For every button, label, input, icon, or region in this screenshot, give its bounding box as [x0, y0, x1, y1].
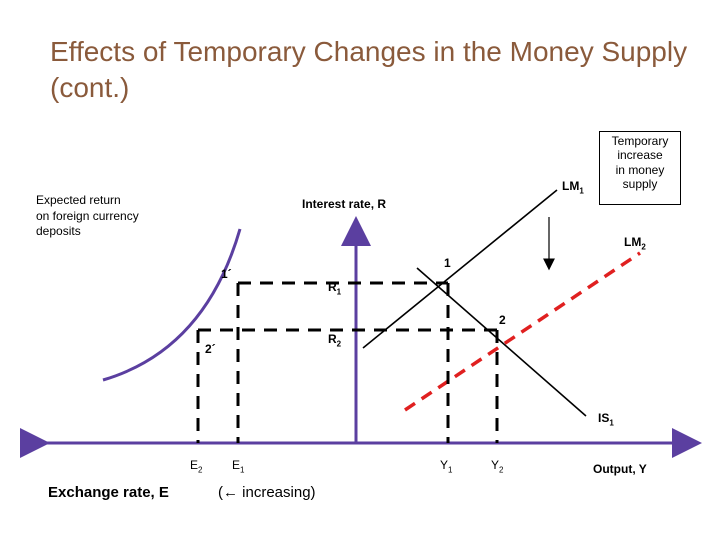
foreign-return-curve	[102, 228, 242, 382]
point-2-prime-label: 2´	[205, 342, 216, 356]
lm2-name: LM	[624, 235, 642, 249]
y1-name: Y	[440, 458, 449, 472]
lm1-label: LM1	[562, 179, 584, 195]
callout-line-3: in money	[615, 162, 665, 177]
y2-name: Y	[491, 458, 500, 472]
e1-sub: 1	[240, 465, 245, 475]
lm2-curve	[404, 251, 641, 412]
e1-name: E	[232, 458, 241, 472]
left-ylabel-line-3: deposits	[36, 224, 81, 239]
callout-box: Temporary increase in money supply	[599, 131, 681, 205]
r1-sub: 1	[336, 287, 342, 297]
r2-name: R	[328, 332, 337, 346]
e2-sub: 2	[198, 465, 203, 475]
lm2-label: LM2	[624, 235, 646, 251]
left-xnote: (← increasing)	[218, 484, 316, 501]
lm2-sub: 2	[641, 242, 646, 252]
is1-label: IS1	[598, 411, 614, 427]
is1-name: IS	[598, 411, 610, 425]
callout-line-2: increase	[617, 148, 663, 163]
slide-title: Effects of Temporary Changes in the Mone…	[50, 36, 688, 103]
point-2-label: 2	[499, 313, 506, 327]
right-ylabel: Interest rate, R	[302, 197, 387, 211]
left-ylabel-line-2: on foreign currency	[36, 208, 139, 223]
lm1-curve	[362, 189, 558, 349]
right-xlabel: Output, Y	[593, 462, 647, 476]
e2-tick-label: E2	[190, 458, 202, 474]
left-ylabel: Expected return on foreign currency depo…	[36, 193, 139, 240]
callout-line-1: Temporary	[611, 134, 669, 148]
lm1-name: LM	[562, 179, 580, 193]
is1-curve	[416, 267, 587, 417]
left-xlabel: Exchange rate, E	[48, 484, 169, 501]
callout-line-4: supply	[622, 177, 658, 192]
point-1-prime-label: 1´	[221, 267, 232, 281]
e1-tick-label: E1	[232, 458, 244, 474]
y1-sub: 1	[448, 465, 453, 475]
r2-label: R2	[328, 332, 341, 348]
r1-label: R1	[328, 280, 341, 296]
r2-sub: 2	[336, 339, 342, 349]
y2-sub: 2	[499, 465, 504, 475]
point-1-label: 1	[444, 256, 451, 270]
left-ylabel-line-1: Expected return	[36, 193, 121, 207]
is1-sub: 1	[609, 418, 614, 428]
y1-tick-label: Y1	[440, 458, 452, 474]
lm1-sub: 1	[579, 186, 584, 196]
e2-name: E	[190, 458, 199, 472]
r1-name: R	[328, 280, 337, 294]
y2-tick-label: Y2	[491, 458, 503, 474]
